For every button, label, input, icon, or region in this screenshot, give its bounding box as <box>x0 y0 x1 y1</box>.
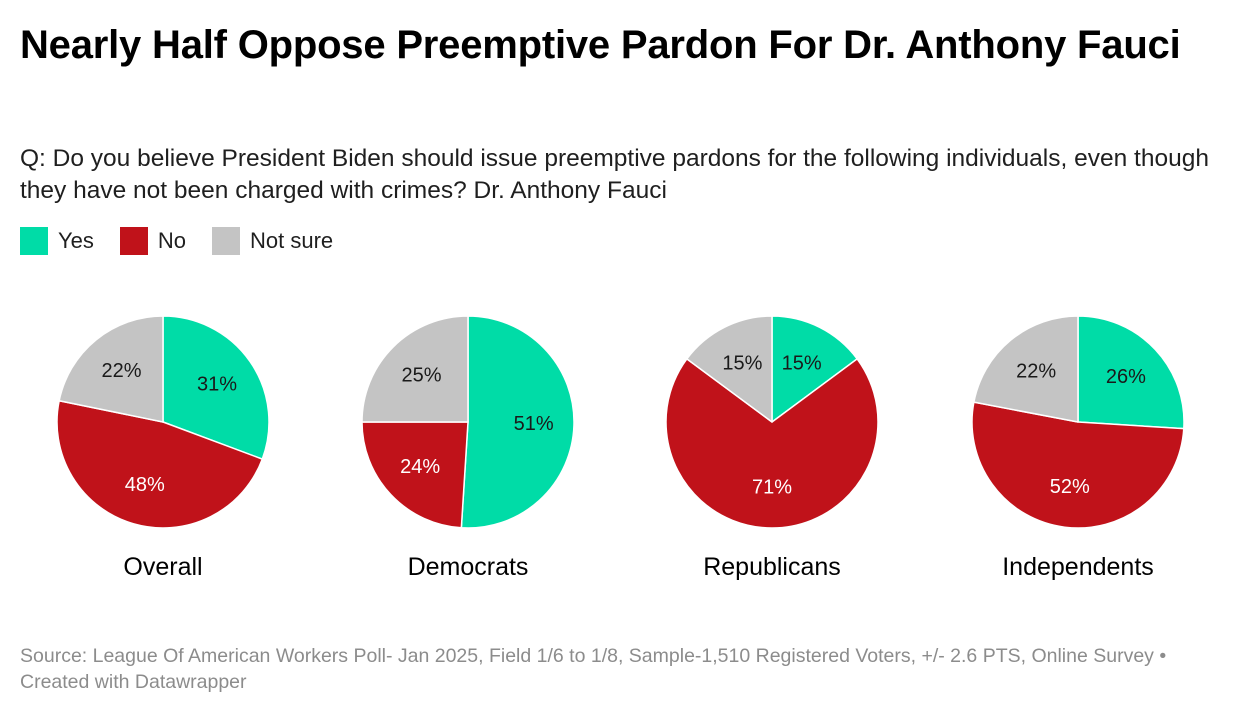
slice-label-independents-not-sure: 22% <box>1016 360 1056 382</box>
legend-item-yes: Yes <box>20 227 94 255</box>
pie-overall: 31% 48% 22% Overall <box>56 315 270 581</box>
slice-label-independents-no: 52% <box>1050 476 1090 498</box>
legend-swatch-no <box>119 227 148 255</box>
slice-label-overall-yes: 31% <box>197 374 237 396</box>
slice-overall-not-sure <box>58 315 164 423</box>
slice-democrats-yes <box>460 315 575 529</box>
slice-label-overall-not-sure: 22% <box>101 360 141 382</box>
slice-democrats-not-sure <box>361 315 469 423</box>
slice-republicans-yes <box>771 315 858 423</box>
slice-label-democrats-yes: 51% <box>514 413 554 435</box>
legend-item-no: No <box>119 227 187 255</box>
slice-independents-yes <box>1077 315 1185 430</box>
slice-label-republicans-not-sure: 15% <box>722 352 762 374</box>
slice-overall-yes <box>162 315 270 460</box>
panel-label-independents: Independents <box>1002 553 1154 581</box>
slice-label-overall-no: 48% <box>125 474 165 496</box>
pie-republicans: 15% 71% 15% Republicans <box>665 315 879 581</box>
slice-label-republicans-no: 71% <box>752 477 792 499</box>
slice-democrats-no <box>361 421 469 529</box>
slice-label-democrats-not-sure: 25% <box>401 365 441 387</box>
pie-democrats: 51% 24% 25% Democrats <box>361 315 575 581</box>
legend-item-not-sure: Not sure <box>212 227 333 255</box>
slice-republicans-no <box>665 358 879 529</box>
slice-independents-not-sure <box>973 315 1079 423</box>
chart-subtitle: Q: Do you believe President Biden should… <box>20 145 1209 204</box>
slice-label-democrats-no: 24% <box>400 456 440 478</box>
legend-label-yes: Yes <box>58 228 94 253</box>
slice-label-independents-yes: 26% <box>1106 366 1146 388</box>
panel-label-democrats: Democrats <box>408 553 529 581</box>
source-note: Source: League Of American Workers Poll-… <box>20 645 1167 693</box>
legend-swatch-not-sure <box>212 227 241 255</box>
panel-label-republicans: Republicans <box>703 553 841 581</box>
slice-republicans-not-sure <box>686 315 773 423</box>
legend-swatch-yes <box>20 227 48 255</box>
slice-independents-no <box>971 401 1185 529</box>
slice-overall-no <box>56 399 264 529</box>
legend-label-not-sure: Not sure <box>250 228 334 253</box>
pie-independents: 26% 52% 22% Independents <box>971 315 1185 581</box>
legend: Yes No Not sure <box>20 227 359 255</box>
legend-label-no: No <box>157 228 187 253</box>
panel-label-overall: Overall <box>123 553 202 581</box>
slice-label-republicans-yes: 15% <box>782 352 822 374</box>
chart-title: Nearly Half Oppose Preemptive Pardon For… <box>20 23 1181 67</box>
